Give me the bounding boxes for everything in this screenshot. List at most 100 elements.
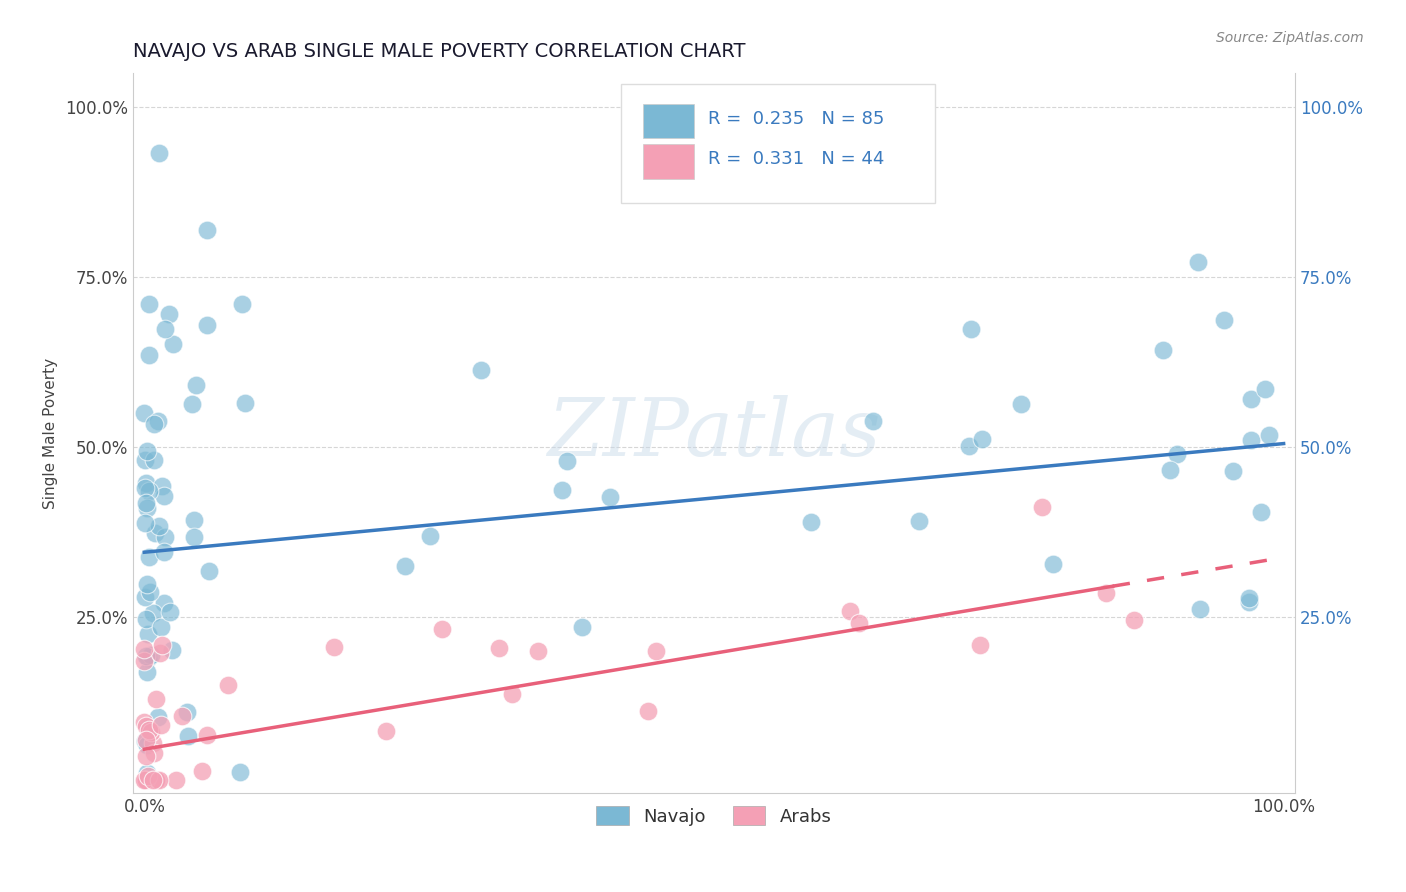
Point xyxy=(135,496,157,510)
Point xyxy=(470,363,492,377)
Point xyxy=(134,772,156,787)
Point xyxy=(134,481,156,495)
Point xyxy=(229,765,252,780)
FancyBboxPatch shape xyxy=(643,103,695,138)
Point xyxy=(1237,595,1260,609)
Point xyxy=(139,648,162,662)
Text: ZIPatlas: ZIPatlas xyxy=(547,394,880,472)
Point xyxy=(135,748,157,763)
Point xyxy=(862,414,884,428)
Point xyxy=(838,605,860,619)
Point xyxy=(135,444,157,458)
Text: R =  0.235   N = 85: R = 0.235 N = 85 xyxy=(709,110,884,128)
Point xyxy=(135,612,157,626)
Point xyxy=(501,687,523,701)
Point xyxy=(138,549,160,564)
Point xyxy=(135,733,157,747)
Point xyxy=(143,526,166,541)
Point xyxy=(153,596,176,610)
Point xyxy=(136,766,159,780)
Point xyxy=(146,414,169,428)
Point xyxy=(394,559,416,574)
Point xyxy=(170,709,193,723)
Point xyxy=(1042,557,1064,571)
Text: R =  0.331   N = 44: R = 0.331 N = 44 xyxy=(709,150,884,168)
Point xyxy=(149,646,172,660)
Point xyxy=(176,705,198,719)
Point xyxy=(157,306,180,320)
Point xyxy=(1031,500,1053,515)
Point xyxy=(1166,446,1188,460)
Point xyxy=(191,764,214,778)
Point xyxy=(645,643,668,657)
Point xyxy=(637,705,659,719)
Point xyxy=(907,514,929,528)
Text: Source: ZipAtlas.com: Source: ZipAtlas.com xyxy=(1216,31,1364,45)
Point xyxy=(1237,591,1260,606)
Point xyxy=(150,639,173,653)
Point xyxy=(1254,382,1277,396)
Point xyxy=(1257,428,1279,442)
Point xyxy=(970,433,993,447)
Point xyxy=(136,626,159,640)
Point xyxy=(142,452,165,467)
Point xyxy=(1159,462,1181,476)
Point xyxy=(162,337,184,351)
Point xyxy=(488,640,510,655)
Point xyxy=(195,318,218,332)
Point xyxy=(322,640,344,655)
Point xyxy=(419,529,441,543)
Point xyxy=(1189,602,1212,616)
Point xyxy=(1094,585,1116,599)
Point xyxy=(1152,343,1174,358)
Point xyxy=(134,734,156,748)
Point xyxy=(184,378,207,392)
Y-axis label: Single Male Poverty: Single Male Poverty xyxy=(44,358,58,509)
Point xyxy=(135,772,157,787)
Point xyxy=(134,590,156,604)
Point xyxy=(138,484,160,499)
Point xyxy=(138,723,160,738)
Point xyxy=(136,651,159,665)
Point xyxy=(150,718,173,732)
Point xyxy=(960,322,983,336)
Point xyxy=(198,564,221,578)
Point xyxy=(551,483,574,497)
Point xyxy=(136,769,159,783)
Point xyxy=(139,725,162,739)
Point xyxy=(142,772,165,787)
Point xyxy=(183,513,205,527)
Point xyxy=(134,516,156,531)
Text: NAVAJO VS ARAB SINGLE MALE POVERTY CORRELATION CHART: NAVAJO VS ARAB SINGLE MALE POVERTY CORRE… xyxy=(134,42,745,61)
Point xyxy=(1240,392,1263,406)
Point xyxy=(134,649,156,664)
Point xyxy=(800,515,823,529)
Point xyxy=(1222,464,1244,478)
Point xyxy=(969,638,991,652)
Point xyxy=(1123,613,1146,627)
Point xyxy=(1212,312,1234,326)
Point xyxy=(145,691,167,706)
Point xyxy=(148,772,170,787)
Point xyxy=(139,772,162,787)
Point xyxy=(180,397,202,411)
Point xyxy=(148,519,170,533)
Point xyxy=(149,620,172,634)
Point xyxy=(233,395,256,409)
Point xyxy=(146,710,169,724)
Point xyxy=(959,438,981,452)
Point xyxy=(142,606,165,620)
Point xyxy=(153,530,176,544)
Point xyxy=(599,490,621,504)
Point xyxy=(134,714,156,729)
Point xyxy=(1010,397,1032,411)
Point xyxy=(138,584,160,599)
Point xyxy=(162,643,184,657)
Point xyxy=(555,454,578,468)
Point xyxy=(134,654,156,668)
Point xyxy=(1187,254,1209,268)
Point xyxy=(136,721,159,735)
Point xyxy=(134,452,156,467)
Point xyxy=(148,772,170,787)
Point xyxy=(231,297,253,311)
